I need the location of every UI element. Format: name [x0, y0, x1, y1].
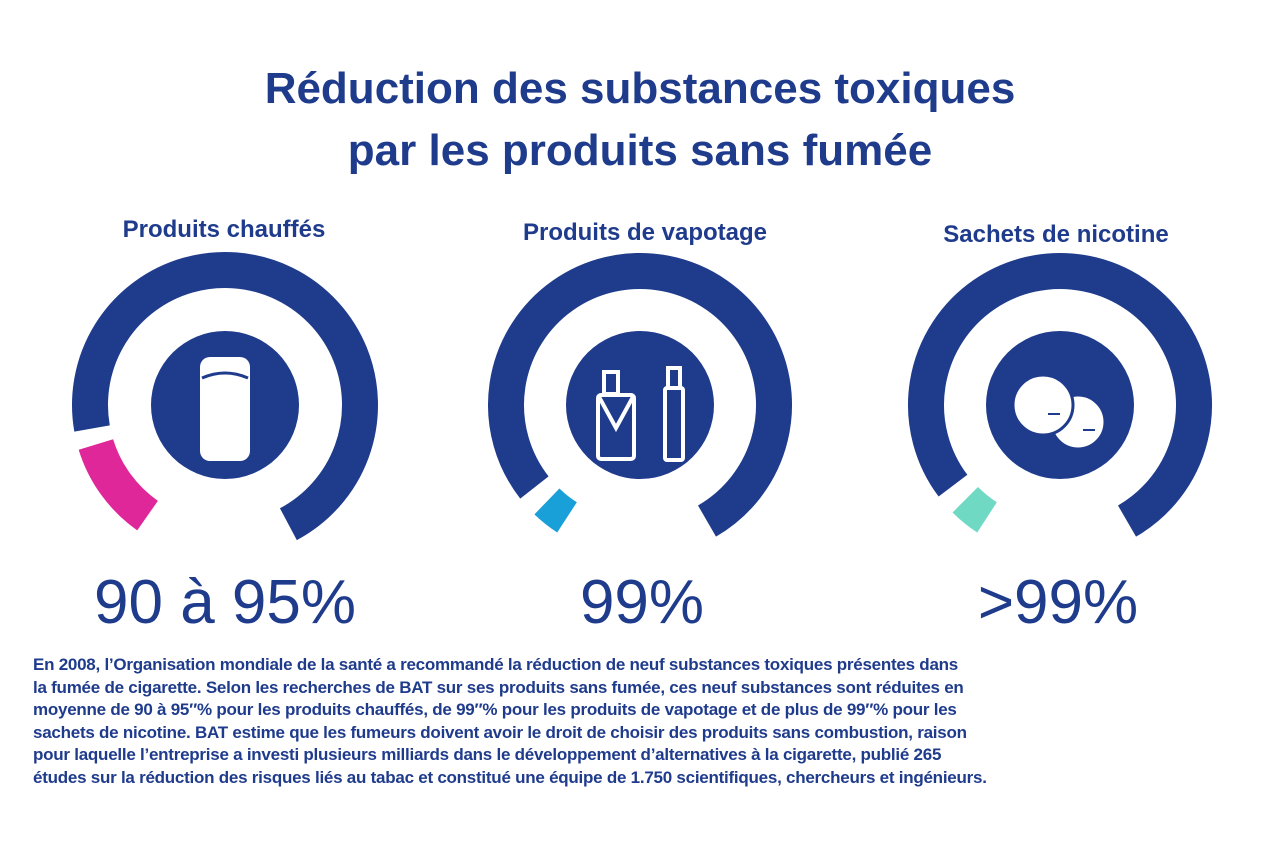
rings [72, 252, 1212, 541]
footnote: En 2008, l’Organisation mondiale de la s… [33, 654, 1263, 789]
heated-device-icon [200, 357, 250, 461]
icon-detail [1048, 413, 1095, 431]
panel-heading: Sachets de nicotine [943, 221, 1168, 248]
ring-arc [488, 253, 792, 537]
panel-value: >99% [978, 568, 1138, 637]
ring-arc [952, 486, 998, 533]
footnote-line: sachets de nicotine. BAT estime que les … [33, 722, 967, 742]
ring-arc [78, 438, 159, 531]
footnote-line: En 2008, l’Organisation mondiale de la s… [33, 655, 958, 674]
panel-value: 90 à 95% [94, 568, 356, 637]
infographic: Réduction des substances toxiques par le… [72, 64, 1212, 637]
title-line: Réduction des substances toxiques [265, 64, 1016, 113]
footnote-line: études sur la réduction des risques liés… [33, 767, 987, 787]
ring-arc [72, 252, 378, 541]
footnote-line: pour laquelle l’entreprise a investi plu… [33, 745, 942, 764]
footnote-line: moyenne de 90 à 95″% pour les produits c… [33, 700, 957, 719]
vape-icon [596, 366, 685, 462]
icon-detail [201, 371, 249, 380]
ring-arc [908, 253, 1212, 537]
title-line: par les produits sans fumée [348, 126, 932, 175]
panel-heading: Produits chauffés [123, 216, 326, 243]
ring-arc [534, 488, 578, 533]
icon-circle [566, 331, 714, 479]
panel-value: 99% [580, 568, 704, 637]
pouch-icon [1011, 373, 1075, 437]
footnote-line: la fumée de cigarette. Selon les recherc… [33, 677, 964, 697]
panel-heading: Produits de vapotage [523, 219, 767, 246]
